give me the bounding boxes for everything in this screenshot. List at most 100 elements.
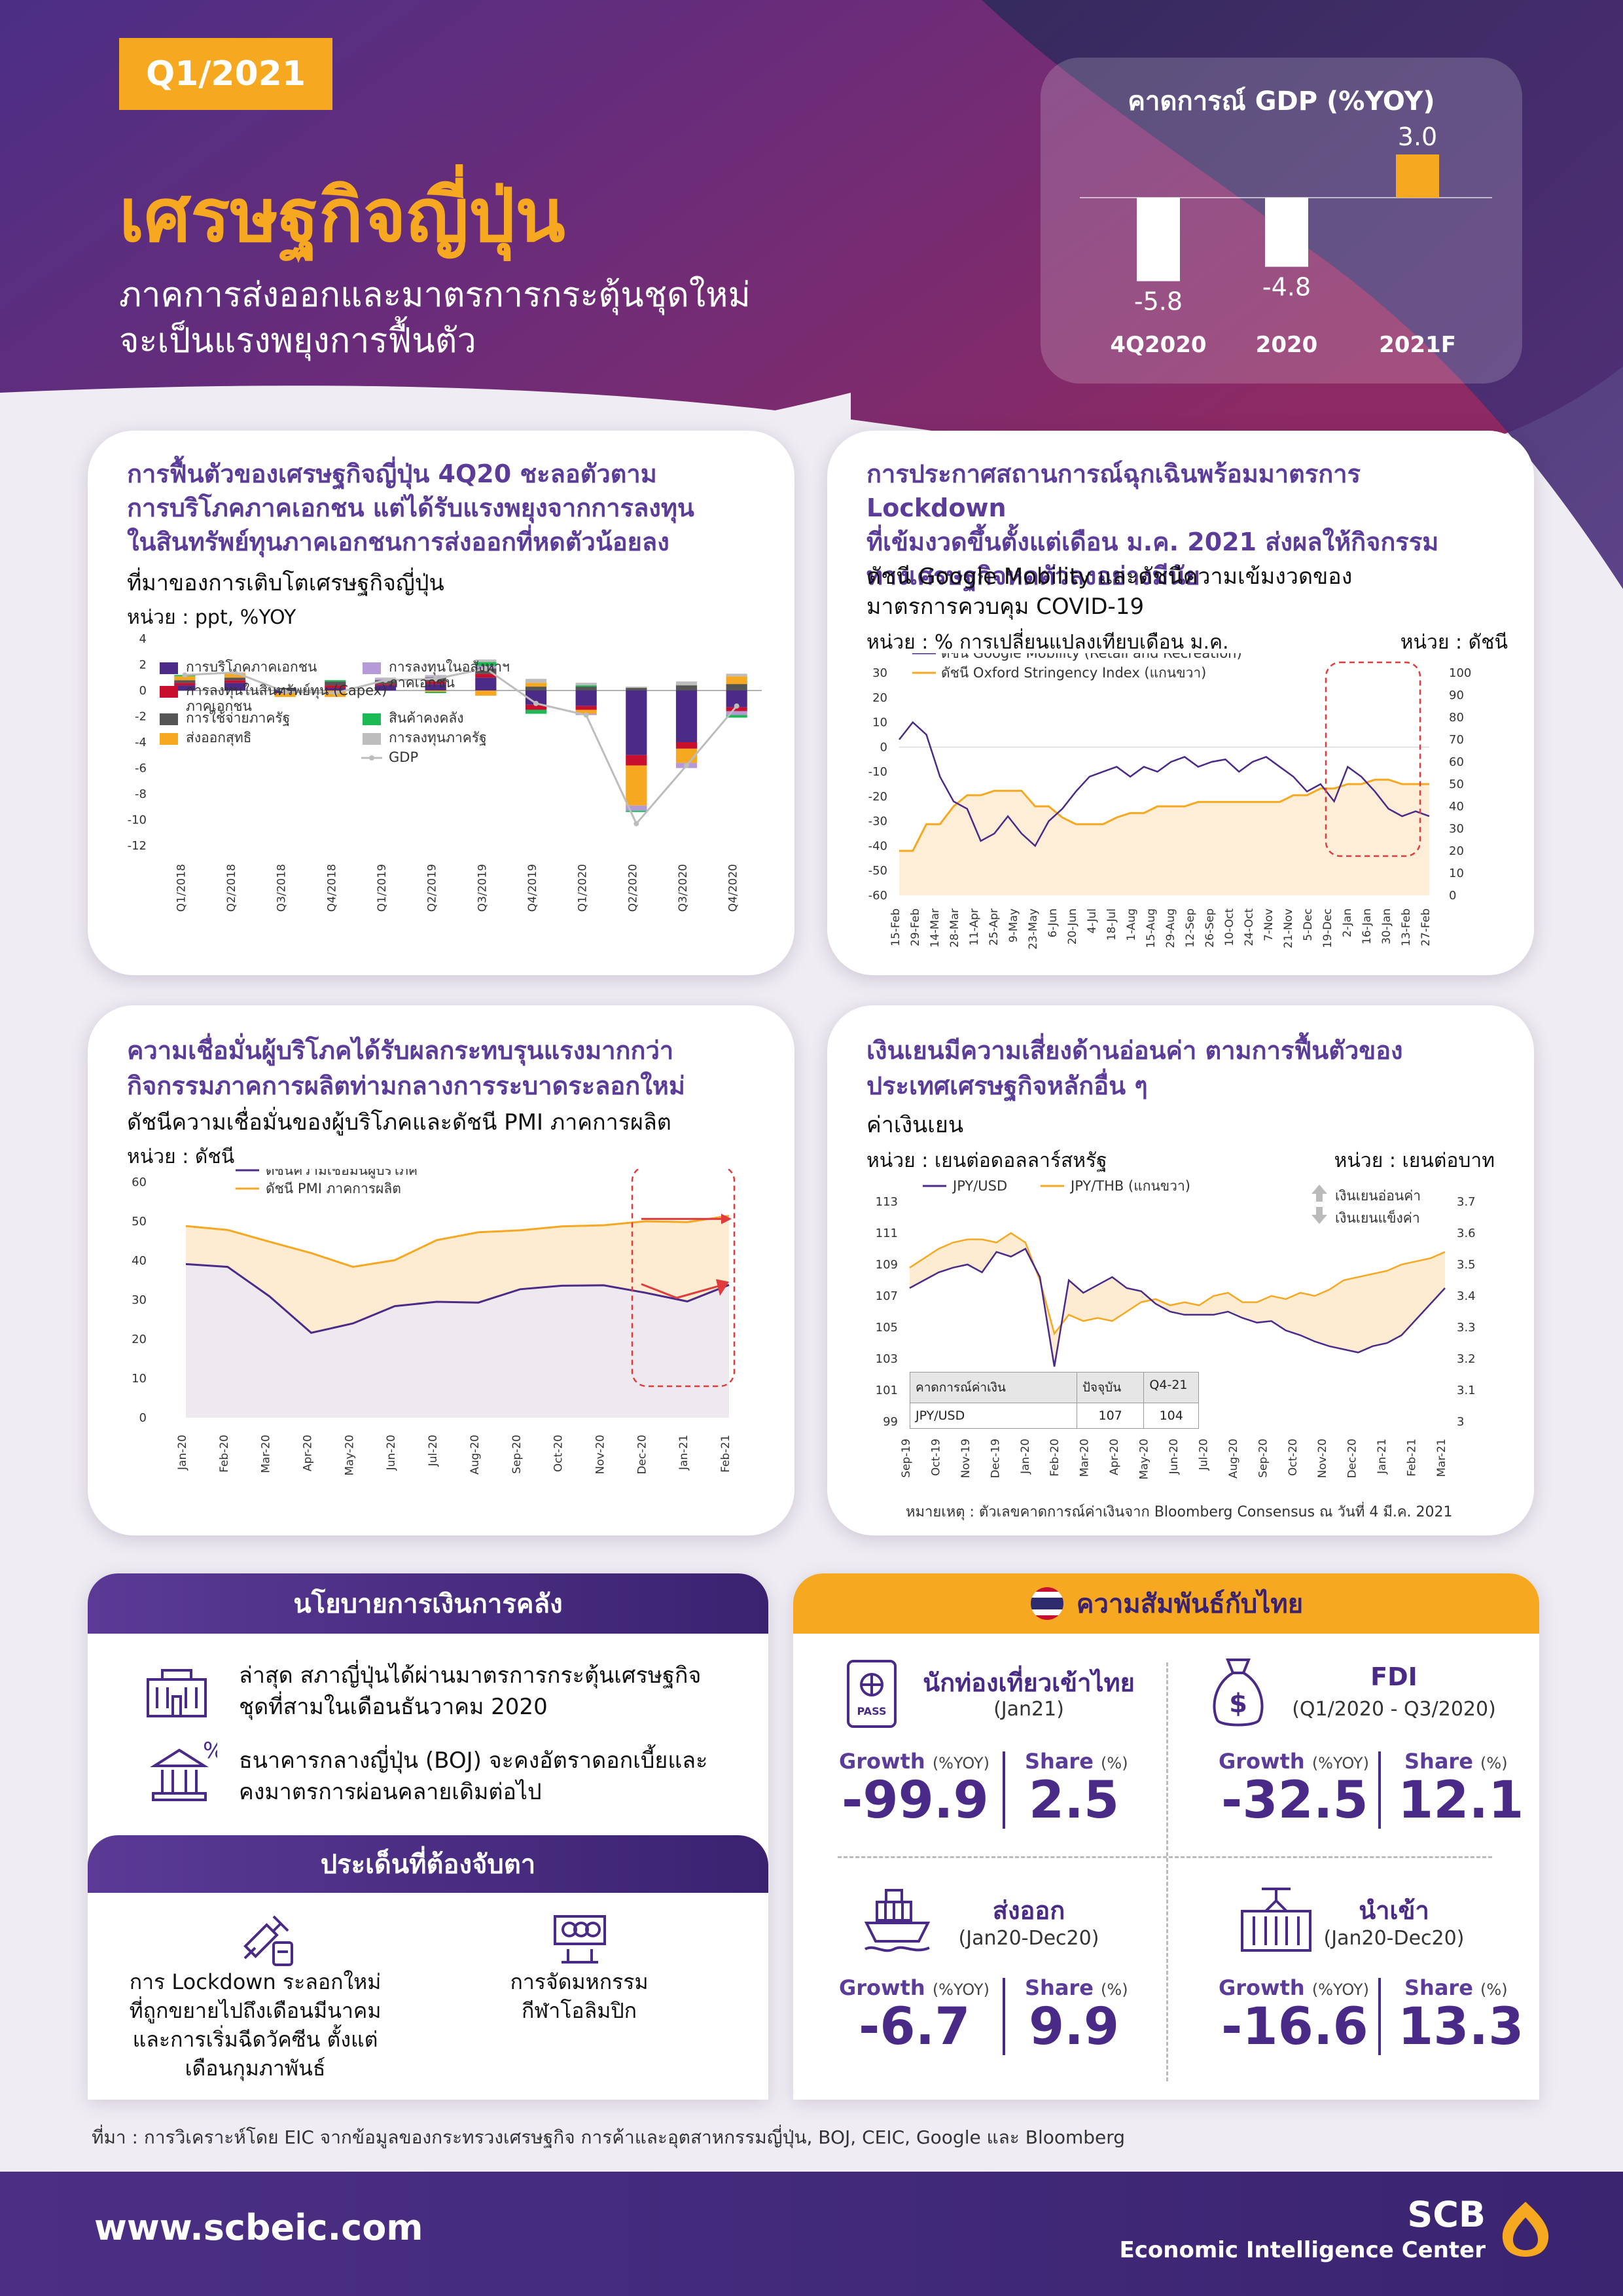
x-tick-label: 19-Dec	[1321, 908, 1334, 948]
bar-segment	[274, 692, 296, 697]
y-tick-label: 99	[883, 1415, 898, 1429]
x-tick-label: Q4/2020	[727, 864, 740, 912]
y-tick-label: -20	[868, 790, 887, 804]
share-unit: (%)	[1101, 1981, 1128, 1999]
confidence-trend-arrowhead	[716, 1279, 729, 1296]
y-tick-label: 0	[139, 1411, 147, 1425]
x-tick-label: Jun-20	[1168, 1439, 1181, 1475]
x-tick-label: 7-Nov	[1262, 908, 1275, 941]
policy-item1-line1: ล่าสุด สภาญี่ปุ่นได้ผ่านมาตรการกระตุ้นเศ…	[239, 1662, 702, 1689]
x-tick-label: Q2/2018	[225, 864, 238, 912]
gdp-point	[583, 712, 589, 718]
fdi-growth-label: Growth (%YOY)	[1219, 1749, 1369, 1774]
x-tick-label: 23-May	[1027, 908, 1040, 950]
y2-tick-label: 60	[1449, 755, 1464, 769]
x-tick-label: Q1/2020	[577, 864, 590, 912]
y-tick-label: -10	[868, 765, 887, 779]
gdp-forecast-title: คาดการณ์ GDP (%YOY)	[1128, 86, 1435, 117]
watch-item1: การ Lockdown ระลอกใหม่ ที่ถูกขยายไปถึงเด…	[118, 1967, 393, 2083]
quarter-badge: Q1/2021	[119, 38, 332, 110]
gdp-forecast-box: คาดการณ์ GDP (%YOY) -5.8 4Q2020 -4.8 2020 3.…	[1041, 58, 1522, 384]
x-tick-label: Sep-20	[510, 1435, 524, 1474]
bar-segment	[425, 684, 446, 691]
export-title: ส่งออก	[992, 1896, 1065, 1925]
gdp-point	[332, 690, 338, 696]
container-crane-icon	[1241, 1888, 1311, 1952]
footer-url[interactable]: www.scbeic.com	[94, 2207, 423, 2248]
page-subtitle-line2: จะเป็นแรงพยุงการฟื้นตัว	[119, 321, 476, 361]
gdp-point	[633, 821, 639, 827]
y-tick-label: 105	[876, 1321, 898, 1335]
growth-label: Growth	[1219, 1975, 1305, 2000]
x-tick-label: Nov-20	[594, 1435, 607, 1475]
x-tick-label: Sep-19	[900, 1439, 913, 1478]
government-building-icon	[147, 1669, 207, 1717]
x-tick-label: Oct-20	[552, 1435, 565, 1472]
source-note: ที่มา : การวิเคราะห์โดย EIC จากข้อมูลของ…	[92, 2126, 1126, 2148]
card4-unit-left: หน่วย : เยนต่อดอลลาร์สหรัฐ	[866, 1149, 1107, 1172]
policy-band: นโยบายการเงินการคลัง	[88, 1573, 768, 1634]
gdp-point	[734, 703, 740, 709]
y-tick-label: -8	[135, 787, 147, 801]
watch-band-title: ประเด็นที่ต้องจับตา	[320, 1850, 536, 1880]
bar-segment	[425, 691, 446, 693]
policy-item1: ล่าสุด สภาญี่ปุ่นได้ผ่านมาตรการกระตุ้นเศ…	[239, 1660, 701, 1723]
yen-strengthen-label: เงินเยนแข็งค่า	[1335, 1209, 1420, 1226]
x-tick-label: Feb-20	[1048, 1439, 1061, 1477]
tourism-growth-label: Growth (%YOY)	[839, 1749, 990, 1774]
bar-segment	[425, 675, 446, 677]
gdp-bar-label: 4Q2020	[1110, 332, 1206, 358]
x-tick-label: Q3/2020	[677, 864, 690, 912]
x-tick-label: Nov-19	[959, 1439, 972, 1479]
y2-tick-label: 80	[1449, 711, 1464, 725]
legend-label: ภาคเอกชน	[186, 698, 252, 714]
legend-swatch	[363, 733, 381, 745]
policy-item1-line2: ชุดที่สามในเดือนธันวาคม 2020	[239, 1694, 548, 1720]
x-tick-label: Q1/2019	[376, 864, 389, 912]
fdi-period: (Q1/2020 - Q3/2020)	[1292, 1698, 1496, 1721]
svg-text:PASS: PASS	[857, 1705, 887, 1717]
bar-segment	[475, 673, 497, 678]
watch-item2-line1: การจัดมหกรรม	[510, 1969, 649, 1994]
x-tick-label: Q4/2018	[325, 864, 338, 912]
y2-tick-label: 3.7	[1457, 1195, 1476, 1209]
x-tick-label: Feb-21	[1406, 1439, 1419, 1477]
y-tick-label: 0	[880, 740, 887, 754]
watch-item1-line3: และการเริ่มฉีดวัคซีน ตั้งแต่	[132, 2027, 378, 2052]
bar-segment	[575, 683, 597, 686]
jpy-usd-line	[909, 1247, 1446, 1367]
yen-weaken-label: เงินเยนอ่อนค่า	[1335, 1188, 1421, 1204]
watch-item2: การจัดมหกรรม กีฬาโอลิมปิก	[458, 1967, 700, 2025]
thai-band: ความสัมพันธ์กับไทย	[793, 1573, 1539, 1634]
y2-tick-label: 90	[1449, 689, 1464, 702]
card2-subtitle-line2: มาตรการควบคุม COVID-19	[866, 594, 1145, 620]
fdi-value-separator	[1378, 1751, 1381, 1829]
x-tick-label: Dec-20	[635, 1435, 649, 1475]
tourism-share-value: 2.5	[1029, 1771, 1120, 1830]
card3-title-line2: กิจกรรมภาคการผลิตท่ามกลางการระบาดระลอกให…	[127, 1071, 685, 1100]
x-tick-label: 27-Feb	[1419, 908, 1433, 946]
legend-label: ดัชนี Google Mobility (Retail and Recrea…	[941, 653, 1242, 661]
legend-label: ส่งออกสุทธิ	[186, 730, 252, 746]
highlight-box	[1325, 661, 1421, 857]
confidence-line	[185, 1263, 730, 1335]
thailand-flag-icon	[1030, 1587, 1063, 1620]
y2-tick-label: 50	[1449, 778, 1464, 791]
y2-tick-label: 10	[1449, 867, 1464, 880]
jpy-thb-line	[909, 1232, 1446, 1336]
export-value-separator	[1003, 1978, 1005, 2055]
bar-segment	[575, 685, 597, 687]
import-growth-label: Growth (%YOY)	[1219, 1975, 1369, 2000]
vaccine-syringe-icon	[243, 1915, 293, 1966]
gdp-bar	[1396, 154, 1439, 198]
x-tick-label: 29-Aug	[1164, 908, 1177, 948]
watch-item1-line1: การ Lockdown ระลอกใหม่	[129, 1969, 382, 1994]
x-tick-label: Jun-20	[385, 1435, 398, 1471]
card1-title-line2: การบริโภคภาคเอกชน แต่ได้รับแรงพยุงจากการ…	[127, 493, 694, 522]
fdi-share-label: Share (%)	[1404, 1749, 1508, 1774]
import-period: (Jan20-Dec20)	[1323, 1927, 1465, 1950]
growth-unit: (%YOY)	[1311, 1754, 1369, 1772]
bar-segment	[726, 684, 747, 691]
pmi-trend-arrowhead	[721, 1213, 732, 1225]
bar-segment	[626, 810, 647, 812]
